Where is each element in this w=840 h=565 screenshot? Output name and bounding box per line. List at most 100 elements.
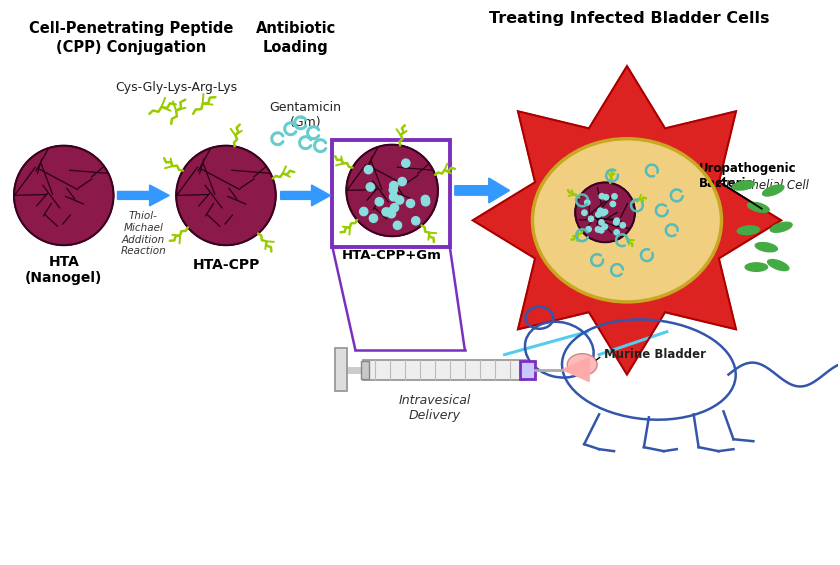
- Circle shape: [583, 190, 627, 234]
- Circle shape: [603, 194, 609, 200]
- Circle shape: [55, 188, 71, 203]
- Circle shape: [390, 193, 397, 201]
- Ellipse shape: [567, 354, 597, 376]
- Circle shape: [372, 171, 412, 210]
- Polygon shape: [473, 66, 781, 375]
- Circle shape: [602, 209, 608, 215]
- Circle shape: [599, 228, 604, 233]
- Circle shape: [48, 180, 80, 211]
- Circle shape: [34, 166, 93, 225]
- Circle shape: [20, 151, 108, 239]
- Circle shape: [52, 184, 76, 207]
- Circle shape: [388, 186, 396, 194]
- Ellipse shape: [732, 180, 755, 191]
- Circle shape: [596, 227, 601, 232]
- Circle shape: [198, 168, 254, 223]
- Circle shape: [216, 185, 236, 206]
- Circle shape: [176, 146, 276, 245]
- Text: HTA
(Nanogel): HTA (Nanogel): [25, 255, 102, 285]
- Circle shape: [587, 194, 623, 231]
- Circle shape: [365, 166, 373, 174]
- Circle shape: [591, 198, 619, 226]
- Circle shape: [182, 151, 270, 239]
- Circle shape: [585, 193, 625, 232]
- Circle shape: [26, 158, 102, 233]
- Circle shape: [14, 146, 113, 245]
- FancyArrow shape: [454, 178, 510, 203]
- Circle shape: [613, 220, 619, 225]
- Text: Cys-Gly-Lys-Arg-Lys: Cys-Gly-Lys-Arg-Lys: [115, 81, 237, 94]
- Text: HTA-CPP+Gm: HTA-CPP+Gm: [342, 249, 442, 262]
- Circle shape: [38, 170, 90, 221]
- Circle shape: [582, 210, 587, 215]
- Bar: [519, 360, 535, 379]
- Circle shape: [575, 182, 635, 242]
- Circle shape: [384, 182, 400, 198]
- Circle shape: [601, 208, 609, 216]
- Text: Gentamicin
(Gm): Gentamicin (Gm): [270, 101, 342, 129]
- Circle shape: [188, 158, 264, 233]
- Circle shape: [370, 168, 414, 212]
- Circle shape: [588, 216, 594, 221]
- Circle shape: [396, 196, 404, 204]
- Circle shape: [378, 176, 406, 205]
- Circle shape: [402, 159, 410, 167]
- Text: Urothelial Cell: Urothelial Cell: [727, 179, 810, 192]
- Circle shape: [22, 154, 106, 237]
- Text: Treating Infected Bladder Cells: Treating Infected Bladder Cells: [489, 11, 769, 27]
- Circle shape: [593, 201, 617, 224]
- Text: Intravesical
Delivery: Intravesical Delivery: [399, 394, 471, 423]
- Ellipse shape: [744, 262, 769, 272]
- Circle shape: [360, 207, 368, 216]
- Circle shape: [393, 221, 402, 229]
- Circle shape: [210, 180, 242, 211]
- Circle shape: [386, 185, 398, 197]
- Text: Murine Bladder: Murine Bladder: [604, 348, 706, 361]
- Circle shape: [186, 155, 265, 235]
- Circle shape: [60, 192, 68, 199]
- Circle shape: [178, 147, 274, 243]
- Circle shape: [18, 150, 109, 241]
- Circle shape: [58, 189, 70, 201]
- Text: Cell-Penetrating Peptide
(CPP) Conjugation: Cell-Penetrating Peptide (CPP) Conjugati…: [29, 21, 234, 55]
- Circle shape: [381, 179, 404, 202]
- Circle shape: [366, 164, 418, 216]
- Circle shape: [204, 173, 248, 218]
- Circle shape: [382, 208, 391, 216]
- Circle shape: [375, 172, 410, 208]
- Circle shape: [349, 147, 436, 234]
- Ellipse shape: [754, 242, 778, 253]
- Circle shape: [389, 186, 397, 194]
- Circle shape: [354, 153, 430, 228]
- Circle shape: [190, 159, 262, 231]
- Circle shape: [346, 145, 438, 236]
- Circle shape: [391, 203, 399, 212]
- Circle shape: [601, 211, 606, 216]
- Circle shape: [346, 145, 438, 236]
- Circle shape: [202, 172, 249, 219]
- Text: HTA-CPP: HTA-CPP: [192, 258, 260, 272]
- Circle shape: [421, 195, 429, 203]
- Circle shape: [218, 188, 234, 203]
- Circle shape: [370, 214, 378, 223]
- Circle shape: [382, 180, 402, 201]
- Circle shape: [386, 208, 394, 216]
- Circle shape: [206, 176, 246, 215]
- Circle shape: [214, 184, 238, 207]
- Circle shape: [595, 202, 615, 222]
- Circle shape: [14, 146, 113, 245]
- Circle shape: [599, 220, 604, 225]
- Ellipse shape: [747, 202, 770, 213]
- Circle shape: [200, 170, 252, 221]
- Circle shape: [32, 164, 96, 227]
- Circle shape: [610, 201, 616, 207]
- Circle shape: [390, 181, 398, 190]
- Circle shape: [16, 147, 112, 243]
- Text: Antibiotic
Loading: Antibiotic Loading: [255, 21, 336, 55]
- Ellipse shape: [762, 184, 785, 197]
- Circle shape: [352, 151, 432, 231]
- FancyBboxPatch shape: [363, 359, 528, 380]
- Circle shape: [589, 197, 621, 228]
- FancyArrow shape: [281, 185, 330, 206]
- Circle shape: [50, 181, 77, 210]
